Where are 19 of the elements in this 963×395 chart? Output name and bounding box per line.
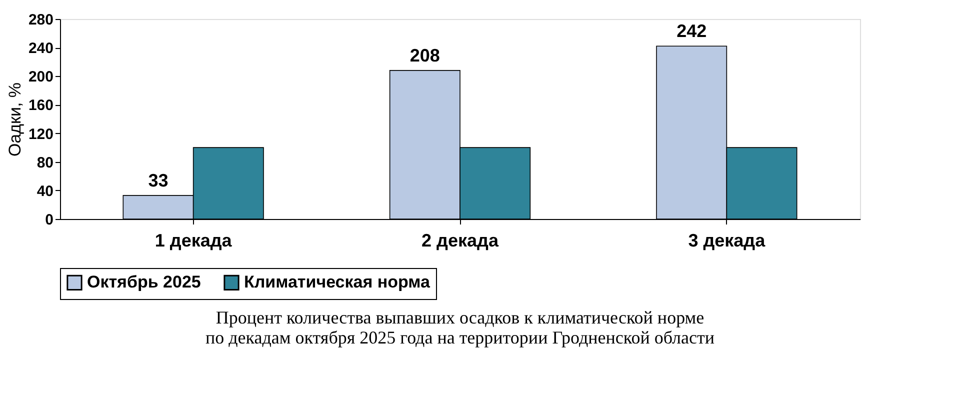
- text: Процент количества выпавших осадков к климатической норме: [216, 308, 704, 328]
- y-tick-label: 160: [28, 97, 54, 114]
- y-tick-label: 80: [36, 154, 54, 172]
- data-label: 208: [410, 45, 440, 66]
- y-tick-label: 240: [28, 40, 54, 58]
- y-tick-label: 200: [28, 68, 54, 86]
- y-tick-label: 280: [28, 12, 54, 28]
- y-tick-label: 120: [28, 126, 54, 143]
- data-label: 242: [676, 21, 707, 42]
- y-axis-title: Оадки, %: [5, 82, 24, 157]
- y-tick-label: 40: [36, 182, 54, 200]
- legend-label: Климатическая норма: [244, 272, 431, 292]
- x-tick-label: 2 декада: [422, 230, 500, 250]
- text: по декадам октября 2025 года на территории Гродненской области: [206, 328, 715, 348]
- x-tick-label: 1 декада: [154, 230, 233, 250]
- y-tick-label: 0: [45, 212, 54, 228]
- x-tick-label: 3 декада: [688, 230, 766, 250]
- legend-label: Октябрь 2025: [87, 272, 201, 292]
- data-label: 33: [148, 170, 168, 190]
